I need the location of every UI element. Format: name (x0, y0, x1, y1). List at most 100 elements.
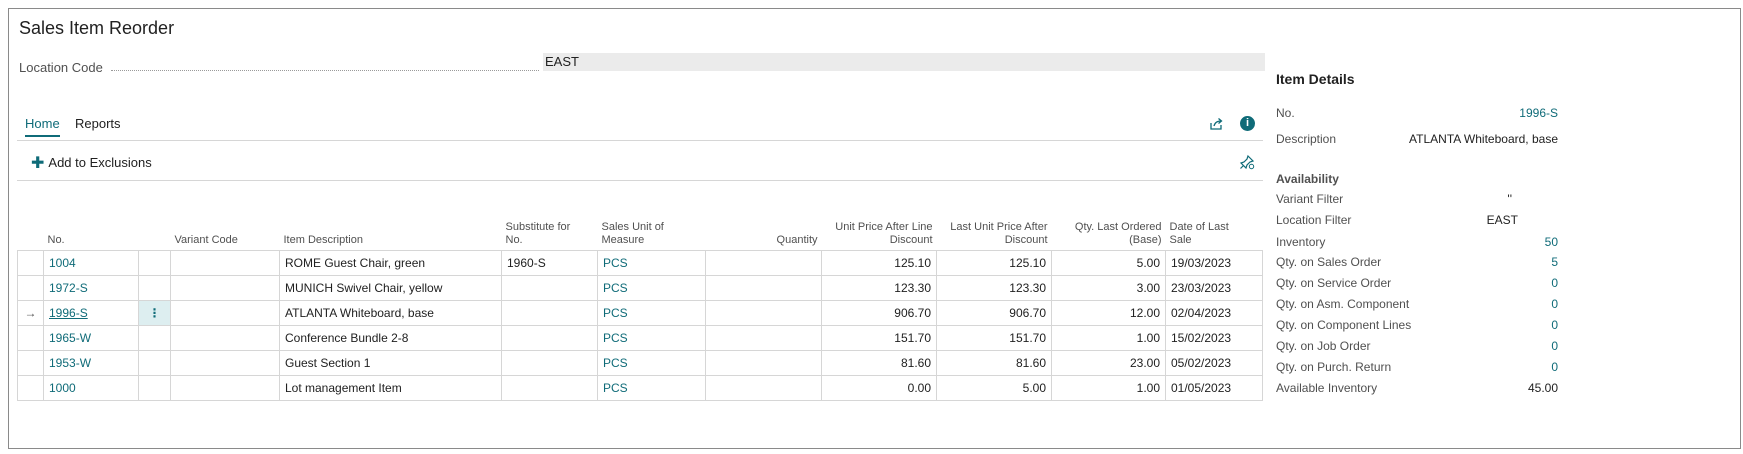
table-row[interactable]: 1953-W Guest Section 1 PCS 81.60 81.60 2… (17, 350, 1263, 376)
cell-no[interactable]: 1972-S (43, 275, 139, 301)
cell-uom[interactable]: PCS (597, 250, 706, 276)
col-header-quantity[interactable]: Quantity (776, 234, 818, 246)
cell-description[interactable]: Conference Bundle 2-8 (279, 325, 502, 351)
tab-home[interactable]: Home (25, 116, 60, 137)
detail-qty-component-lines: Qty. on Component Lines 0 (1276, 318, 1558, 332)
col-header-no[interactable]: No. (47, 234, 65, 246)
table-row-selected[interactable]: → 1996-S ⋮ ATLANTA Whiteboard, base PCS … (17, 300, 1263, 326)
cell-description[interactable]: MUNICH Swivel Chair, yellow (279, 275, 502, 301)
cell-last-unit-price: 906.70 (936, 300, 1052, 326)
page-frame: Sales Item Reorder Location Code EAST Ho… (8, 8, 1741, 449)
cell-no[interactable]: 1996-S (43, 300, 139, 326)
cell-unit-price: 0.00 (821, 375, 937, 401)
item-reorder-table: No. Variant Code Item Description Substi… (17, 213, 1263, 401)
cell-quantity[interactable] (705, 275, 822, 301)
cell-no[interactable]: 1000 (43, 375, 139, 401)
cell-quantity[interactable] (705, 350, 822, 376)
cell-description[interactable]: ATLANTA Whiteboard, base (279, 300, 502, 326)
col-header-sales-uom[interactable]: Sales Unit of Measure (601, 221, 664, 246)
location-code-label: Location Code (19, 60, 539, 75)
cell-substitute[interactable]: 1960-S (501, 250, 598, 276)
cell-uom[interactable]: PCS (597, 325, 706, 351)
cell-unit-price: 906.70 (821, 300, 937, 326)
cell-variant[interactable] (170, 300, 280, 326)
cell-description[interactable]: Guest Section 1 (279, 350, 502, 376)
detail-inventory: Inventory 50 (1276, 235, 1558, 249)
cell-date-last-sale: 23/03/2023 (1165, 275, 1263, 301)
col-header-unit-price[interactable]: Unit Price After Line Discount (835, 221, 933, 246)
cell-substitute[interactable] (501, 375, 598, 401)
plus-icon: ✚ (31, 155, 45, 172)
cell-last-unit-price: 81.60 (936, 350, 1052, 376)
cell-unit-price: 81.60 (821, 350, 937, 376)
cell-qty-last-ordered: 1.00 (1051, 325, 1166, 351)
detail-no-value[interactable]: 1996-S (1519, 106, 1558, 120)
detail-qty-asm-component: Qty. on Asm. Component 0 (1276, 297, 1558, 311)
location-code-field[interactable]: EAST (543, 53, 1265, 71)
divider (17, 180, 1263, 181)
cell-no[interactable]: 1953-W (43, 350, 139, 376)
detail-no: No. 1996-S (1276, 106, 1558, 120)
cell-substitute[interactable] (501, 325, 598, 351)
divider (17, 140, 1263, 141)
cell-last-unit-price: 5.00 (936, 375, 1052, 401)
add-to-exclusions-button[interactable]: ✚ Add to Exclusions (31, 155, 152, 172)
cell-quantity[interactable] (705, 300, 822, 326)
detail-qty-sales-order: Qty. on Sales Order 5 (1276, 255, 1558, 269)
detail-location-filter: Location Filter EAST (1276, 213, 1518, 227)
table-row[interactable]: 1972-S MUNICH Swivel Chair, yellow PCS 1… (17, 275, 1263, 301)
cell-no[interactable]: 1965-W (43, 325, 139, 351)
cell-date-last-sale: 01/05/2023 (1165, 375, 1263, 401)
tab-reports[interactable]: Reports (75, 116, 121, 131)
share-icon[interactable] (1208, 116, 1224, 132)
detail-qty-job-order: Qty. on Job Order 0 (1276, 339, 1558, 353)
cell-variant[interactable] (170, 375, 280, 401)
table-row[interactable]: 1000 Lot management Item PCS 0.00 5.00 1… (17, 375, 1263, 401)
detail-description: Description ATLANTA Whiteboard, base (1276, 132, 1558, 146)
detail-variant-filter: Variant Filter '' (1276, 192, 1512, 206)
table-header-row: No. Variant Code Item Description Substi… (18, 213, 1263, 251)
col-header-item-description[interactable]: Item Description (283, 234, 363, 246)
col-header-variant-code[interactable]: Variant Code (174, 234, 238, 246)
cell-substitute[interactable] (501, 350, 598, 376)
detail-qty-service-order: Qty. on Service Order 0 (1276, 276, 1558, 290)
cell-uom[interactable]: PCS (597, 375, 706, 401)
cell-uom[interactable]: PCS (597, 300, 706, 326)
table-row[interactable]: 1965-W Conference Bundle 2-8 PCS 151.70 … (17, 325, 1263, 351)
cell-variant[interactable] (170, 325, 280, 351)
cell-quantity[interactable] (705, 325, 822, 351)
cell-substitute[interactable] (501, 275, 598, 301)
cell-unit-price: 123.30 (821, 275, 937, 301)
cell-description[interactable]: ROME Guest Chair, green (279, 250, 502, 276)
info-icon[interactable]: i (1240, 116, 1255, 131)
cell-variant[interactable] (170, 350, 280, 376)
availability-heading: Availability (1276, 172, 1339, 186)
cell-description[interactable]: Lot management Item (279, 375, 502, 401)
cell-no[interactable]: 1004 (43, 250, 139, 276)
cell-qty-last-ordered: 12.00 (1051, 300, 1166, 326)
cell-unit-price: 151.70 (821, 325, 937, 351)
cell-substitute[interactable] (501, 300, 598, 326)
cell-unit-price: 125.10 (821, 250, 937, 276)
cell-uom[interactable]: PCS (597, 275, 706, 301)
pin-icon[interactable] (1239, 154, 1255, 170)
col-header-qty-last-ordered[interactable]: Qty. Last Ordered (Base) (1074, 221, 1162, 246)
cell-variant[interactable] (170, 250, 280, 276)
row-arrow-icon: → (17, 300, 44, 326)
cell-quantity[interactable] (705, 250, 822, 276)
cell-date-last-sale: 15/02/2023 (1165, 325, 1263, 351)
cell-qty-last-ordered: 3.00 (1051, 275, 1166, 301)
cell-variant[interactable] (170, 275, 280, 301)
col-header-substitute-for-no[interactable]: Substitute for No. (505, 221, 571, 246)
cell-uom[interactable]: PCS (597, 350, 706, 376)
col-header-date-last-sale[interactable]: Date of Last Sale (1169, 221, 1229, 246)
item-details-title: Item Details (1276, 71, 1355, 87)
col-header-last-unit-price[interactable]: Last Unit Price After Discount (950, 221, 1048, 246)
cell-quantity[interactable] (705, 375, 822, 401)
row-menu-icon[interactable]: ⋮ (138, 300, 171, 326)
cell-last-unit-price: 123.30 (936, 275, 1052, 301)
cell-qty-last-ordered: 1.00 (1051, 375, 1166, 401)
cell-qty-last-ordered: 23.00 (1051, 350, 1166, 376)
table-row[interactable]: 1004 ROME Guest Chair, green 1960-S PCS … (17, 250, 1263, 276)
detail-qty-purch-return: Qty. on Purch. Return 0 (1276, 360, 1558, 374)
